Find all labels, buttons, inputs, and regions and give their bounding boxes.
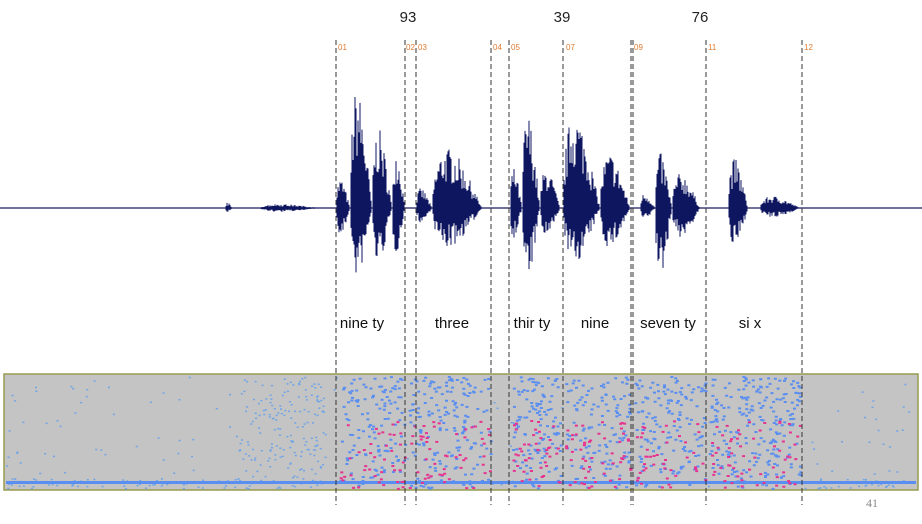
boundary-label: 12 <box>804 43 813 52</box>
boundary-label: 11 <box>708 43 717 52</box>
page-number: 41 <box>866 496 878 510</box>
digit-number: 39 <box>554 9 571 26</box>
waveform <box>225 96 800 273</box>
word-label: nine ty <box>340 315 385 332</box>
boundary-label: 09 <box>634 43 643 52</box>
digit-number: 76 <box>692 9 709 26</box>
word-label: si x <box>739 315 762 332</box>
boundary-label: 03 <box>418 43 427 52</box>
spectrogram-energy <box>6 376 916 490</box>
word-label: thir ty <box>514 315 551 332</box>
word-label: seven ty <box>640 315 696 332</box>
spectrogram-mid <box>6 376 916 490</box>
labels: 93 39 76 01 02 03 04 05 07 09 11 12 nine ty three thir… <box>338 9 878 510</box>
boundaries <box>335 40 803 505</box>
boundary-label: 04 <box>493 43 502 52</box>
digit-number: 93 <box>400 9 417 26</box>
boundary-label: 01 <box>338 43 347 52</box>
word-label: three <box>435 315 469 332</box>
boundary-label: 02 <box>406 43 415 52</box>
word-label: nine <box>581 315 609 332</box>
boundary-label: 07 <box>566 43 575 52</box>
boundary-label: 05 <box>511 43 520 52</box>
spectrogram <box>3 373 919 491</box>
